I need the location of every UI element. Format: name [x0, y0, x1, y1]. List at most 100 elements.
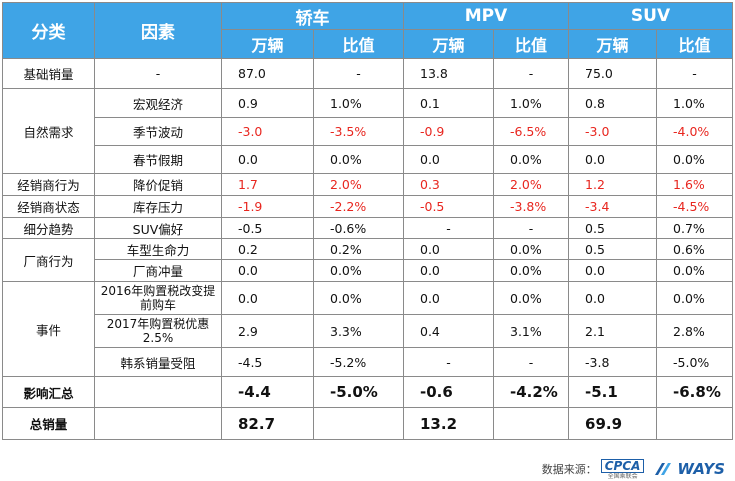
table-row: 细分趋势 SUV偏好 -0.5 -0.6% - - 0.5 0.7% [2, 217, 734, 239]
table-row: 事件 2016年购置税改变提 前购车 0.0 0.0% 0.0 0.0% 0.0 … [2, 281, 734, 377]
header-unit: 万辆 [568, 29, 658, 59]
table-cell: -3.5% [313, 117, 404, 146]
row-factor: 2017年购置税优惠 2.5% [94, 314, 222, 348]
table-cell: 0.0% [656, 145, 734, 174]
ways-swoosh-icon [655, 463, 672, 475]
table-cell: - [403, 347, 494, 377]
table-cell: 0.0% [492, 145, 570, 174]
table-cell: -3.0 [221, 117, 314, 146]
table-cell: -4.4 [221, 376, 314, 408]
table-cell: -4.5% [656, 195, 734, 218]
table-cell: -0.5 [403, 195, 494, 218]
header-segment-mpv: MPV [402, 2, 570, 30]
table-cell: -5.1 [568, 376, 658, 408]
table-cell: 75.0 [568, 58, 658, 89]
row-factor-line: 2016年购置税改变提 [100, 284, 216, 298]
table-cell: 2.9 [221, 314, 314, 348]
table-cell: - [403, 217, 494, 239]
table-row: 厂商行为 车型生命力 0.2 0.2% 0.0 0.0% 0.5 0.6% [2, 238, 734, 282]
header-unit: 比值 [656, 29, 734, 59]
table-cell: -3.8% [492, 195, 570, 218]
cpca-logo: CPCA 全国乘联会 [600, 458, 645, 480]
row-factor-line: 前购车 [139, 298, 176, 312]
header-factor: 因素 [94, 2, 222, 59]
table-cell: -5.2% [313, 347, 404, 377]
table-cell: 0.0% [313, 259, 404, 282]
header-segment-suv: SUV [568, 2, 734, 30]
table-cell: -6.8% [656, 376, 734, 408]
table-cell: -2.2% [313, 195, 404, 218]
table-row: 春节假期 0.0 0.0% 0.0 0.0% 0.0 0.0% [3, 145, 734, 174]
row-factor: SUV偏好 [94, 217, 222, 239]
table-cell: - [492, 217, 570, 239]
row-factor: 厂商冲量 [94, 259, 222, 282]
table-row: 厂商冲量 0.0 0.0% 0.0 0.0% 0.0 0.0% [3, 259, 734, 282]
table-cell: 0.0 [568, 281, 658, 315]
table-cell: 2.1 [568, 314, 658, 348]
row-category: 事件 [2, 281, 95, 377]
table-row: 季节波动 -3.0 -3.5% -0.9 -6.5% -3.0 -4.0% [3, 117, 734, 146]
table-cell: - [656, 58, 734, 89]
row-factor: 韩系销量受阻 [94, 347, 222, 377]
table-cell: 1.2 [568, 173, 658, 196]
table-cell: -5.0% [313, 376, 404, 408]
table-cell [94, 376, 222, 408]
table-cell: 1.7 [221, 173, 314, 196]
table-cell: -3.4 [568, 195, 658, 218]
table-cell: - [492, 58, 570, 89]
table-cell: 0.0% [492, 259, 570, 282]
table-row: 韩系销量受阻 -4.5 -5.2% - - -3.8 -5.0% [3, 347, 734, 377]
table-cell: 0.0% [492, 238, 570, 260]
cpca-logo-text: CPCA [600, 458, 645, 473]
row-factor: 库存压力 [94, 195, 222, 218]
table-cell: -4.2% [492, 376, 570, 408]
table-row: 经销商行为 降价促销 1.7 2.0% 0.3 2.0% 1.2 1.6% [2, 173, 734, 196]
table-cell: - [492, 347, 570, 377]
table-cell: 0.0 [403, 238, 494, 260]
table-cell: - [313, 58, 404, 89]
table-cell: 0.2% [313, 238, 404, 260]
header-category: 分类 [2, 2, 95, 59]
table-cell: 0.0 [568, 259, 658, 282]
table-row: 影响汇总 -4.4 -5.0% -0.6 -4.2% -5.1 -6.8% [2, 376, 734, 408]
table-cell: 2.0% [492, 173, 570, 196]
table-cell: 1.0% [492, 88, 570, 118]
table-cell: -1.9 [221, 195, 314, 218]
row-factor: 春节假期 [94, 145, 222, 174]
table-cell: -4.0% [656, 117, 734, 146]
table-cell: 0.0 [403, 259, 494, 282]
table-cell: 3.1% [492, 314, 570, 348]
row-factor-line: 2017年购置税优惠 [106, 317, 210, 331]
table-cell: -0.6 [403, 376, 494, 408]
table-cell [656, 407, 734, 440]
table-cell: 0.0 [221, 281, 314, 315]
header-unit: 比值 [313, 29, 404, 59]
table-cell: - [94, 58, 222, 89]
header-unit: 比值 [492, 29, 570, 59]
table-cell: 0.0% [656, 259, 734, 282]
table-cell: 2.8% [656, 314, 734, 348]
table-cell: 1.0% [313, 88, 404, 118]
table-cell: 0.0% [656, 281, 734, 315]
table-cell: 0.3 [403, 173, 494, 196]
table-cell: 13.2 [403, 407, 494, 440]
row-category: 经销商状态 [2, 195, 95, 218]
table-cell: -0.9 [403, 117, 494, 146]
table-cell: 0.0 [221, 145, 314, 174]
header-segment-sedan: 轿车 [221, 2, 404, 30]
table-row: 经销商状态 库存压力 -1.9 -2.2% -0.5 -3.8% -3.4 -4… [2, 195, 734, 218]
table-cell: -6.5% [492, 117, 570, 146]
table-cell: 87.0 [221, 58, 314, 89]
row-category: 影响汇总 [2, 376, 95, 408]
table-cell: 13.8 [403, 58, 494, 89]
table-cell: 1.6% [656, 173, 734, 196]
table-row: 2017年购置税优惠 2.5% 2.9 3.3% 0.4 3.1% 2.1 2.8… [3, 314, 734, 348]
table-cell: -3.8 [568, 347, 658, 377]
table-cell: 3.3% [313, 314, 404, 348]
table-cell: 0.5 [568, 238, 658, 260]
row-factor: 2016年购置税改变提 前购车 [94, 281, 222, 315]
table-row: 自然需求 宏观经济 0.9 1.0% 0.1 1.0% 0.8 1.0% [2, 88, 734, 174]
table-row: 总销量 82.7 13.2 69.9 [2, 407, 734, 440]
table-cell: -0.6% [313, 217, 404, 239]
table-cell: 69.9 [568, 407, 658, 440]
